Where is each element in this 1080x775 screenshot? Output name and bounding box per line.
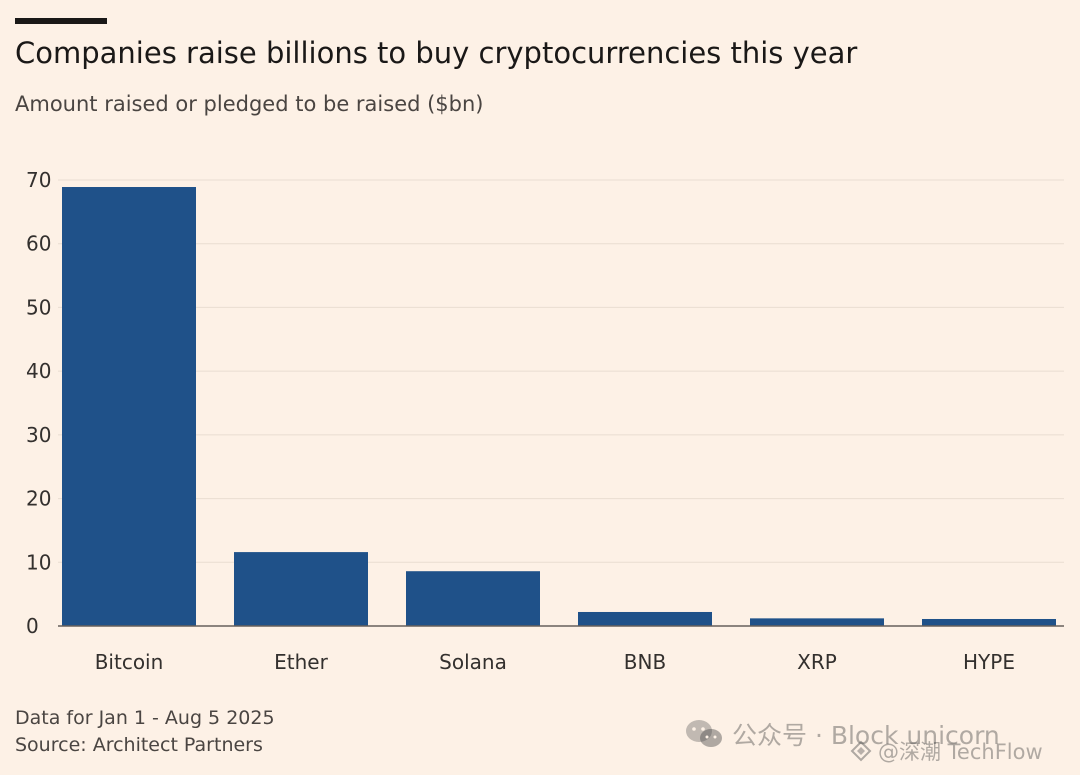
y-tick-label-60: 60 bbox=[26, 232, 51, 256]
bar-ether bbox=[234, 552, 368, 626]
y-tick-label-20: 20 bbox=[26, 487, 51, 511]
techflow-logo-icon bbox=[850, 740, 872, 762]
watermark-techflow: @深潮 TechFlow bbox=[850, 736, 1043, 766]
y-tick-label-40: 40 bbox=[26, 359, 51, 383]
x-tick-label-hype: HYPE bbox=[963, 650, 1015, 674]
watermark-wechat: 公众号 · Block unicorn bbox=[684, 716, 1000, 752]
x-tick-label-ether: Ether bbox=[274, 650, 328, 674]
y-tick-label-30: 30 bbox=[26, 423, 51, 447]
wechat-icon bbox=[684, 718, 724, 750]
footnote-date-range: Data for Jan 1 - Aug 5 2025 bbox=[15, 707, 275, 729]
chart-title: Companies raise billions to buy cryptocu… bbox=[15, 36, 858, 70]
bar-hype bbox=[922, 618, 1056, 626]
bar-bnb bbox=[578, 611, 712, 626]
y-tick-label-0: 0 bbox=[26, 614, 39, 638]
y-tick-label-50: 50 bbox=[26, 295, 51, 319]
bar-solana bbox=[406, 571, 540, 626]
watermark-wechat-text: 公众号 · Block unicorn bbox=[732, 721, 1000, 750]
watermark-techflow-text: @深潮 TechFlow bbox=[878, 740, 1043, 764]
footnote-source: Source: Architect Partners bbox=[15, 734, 263, 756]
header-rule bbox=[15, 18, 107, 24]
x-tick-label-bnb: BNB bbox=[624, 650, 666, 674]
x-tick-label-solana: Solana bbox=[439, 650, 507, 674]
bar-bitcoin bbox=[62, 187, 196, 626]
y-tick-label-70: 70 bbox=[26, 168, 51, 192]
x-tick-label-bitcoin: Bitcoin bbox=[95, 650, 164, 674]
bar-xrp bbox=[750, 618, 884, 626]
chart-subtitle: Amount raised or pledged to be raised ($… bbox=[15, 92, 484, 116]
x-tick-label-xrp: XRP bbox=[797, 650, 837, 674]
y-tick-label-10: 10 bbox=[26, 550, 51, 574]
